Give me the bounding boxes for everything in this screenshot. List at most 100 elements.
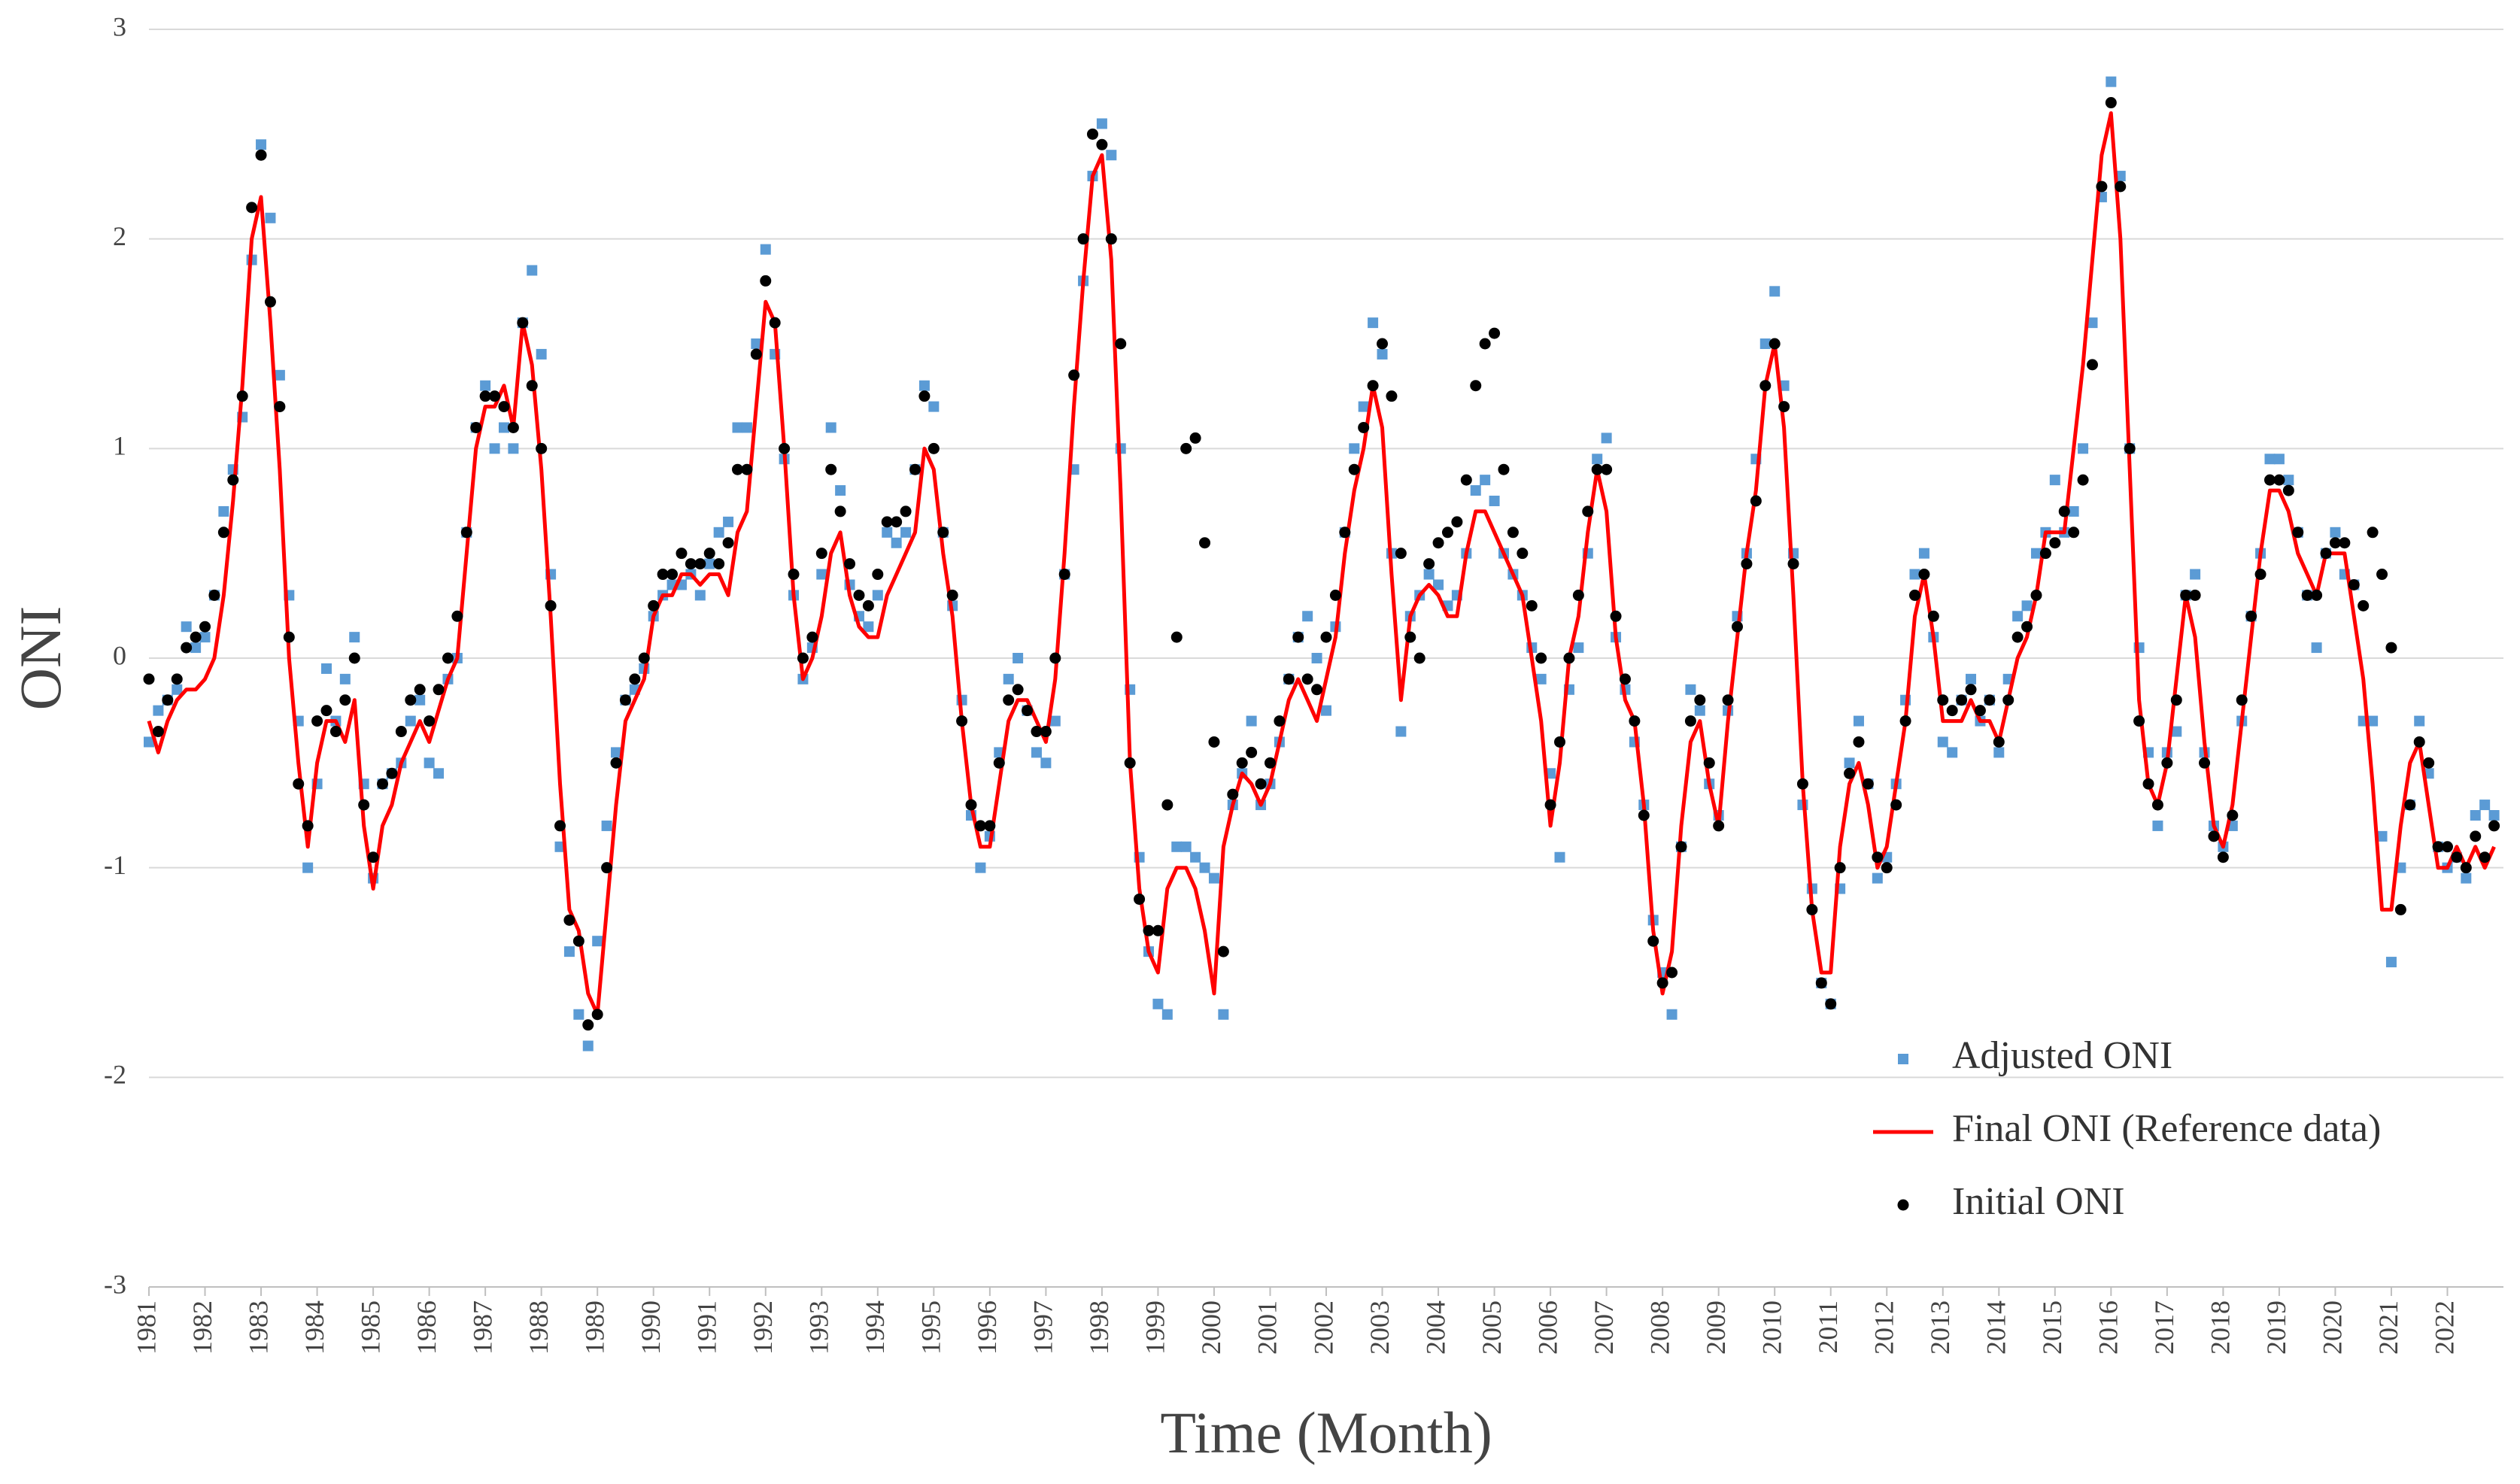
initial-point (1881, 862, 1893, 874)
initial-point (1395, 548, 1407, 560)
initial-point (329, 726, 342, 738)
initial-point (1143, 924, 1155, 936)
initial-point (274, 401, 286, 413)
adjusted-point (1592, 454, 1603, 465)
initial-point (2180, 589, 2192, 601)
initial-point (844, 558, 856, 570)
initial-point (1386, 390, 1398, 402)
initial-point (2208, 830, 2220, 842)
x-tick-label: 2002 (1308, 1300, 1338, 1355)
initial-point (1479, 338, 1491, 350)
initial-point (489, 390, 501, 402)
initial-point (2385, 642, 2397, 654)
x-tick-label: 2001 (1252, 1300, 1283, 1355)
initial-point (1161, 799, 1173, 811)
adjusted-point (1171, 841, 1183, 852)
initial-point (1086, 128, 1098, 140)
initial-point (1301, 673, 1313, 685)
adjusted-point (414, 694, 426, 706)
initial-point (2282, 484, 2294, 496)
initial-point (563, 914, 575, 926)
adjusted-point (1040, 757, 1052, 769)
adjusted-point (498, 422, 509, 433)
initial-point (2273, 474, 2285, 486)
adjusted-point (218, 505, 229, 517)
x-tick-label: 1981 (131, 1300, 161, 1355)
initial-point (1311, 684, 1323, 696)
initial-point (1152, 924, 1164, 936)
initial-point (2236, 694, 2248, 706)
x-tick-label: 1990 (636, 1300, 666, 1355)
initial-point (1320, 631, 1332, 643)
initial-point (862, 599, 874, 612)
initial-point (2358, 599, 2370, 612)
initial-point (320, 705, 332, 717)
adjusted-point (1152, 998, 1164, 1009)
initial-point (1339, 527, 1351, 539)
initial-point (928, 442, 940, 454)
initial-point (591, 1009, 603, 1021)
adjusted-point (1003, 673, 1014, 684)
adjusted-point (2087, 317, 2098, 329)
initial-point (1283, 673, 1295, 685)
adjusted-point (1853, 715, 1864, 727)
initial-point (1918, 569, 1930, 581)
initial-point (1329, 589, 1341, 601)
x-tick-label: 2022 (2430, 1300, 2460, 1355)
initial-point (1694, 694, 1706, 706)
y-tick-label: 3 (113, 11, 126, 41)
initial-point (1759, 380, 1772, 392)
initial-point (152, 726, 164, 738)
initial-point (1255, 778, 1267, 790)
adjusted-point (573, 1009, 584, 1020)
legend-label: Final ONI (Reference data) (1952, 1107, 2381, 1150)
initial-point (302, 820, 314, 832)
x-tick-label: 2010 (1756, 1300, 1787, 1355)
adjusted-point (1872, 872, 1883, 884)
initial-point (377, 778, 389, 790)
adjusted-point (2264, 454, 2276, 465)
initial-point (1441, 527, 1453, 539)
adjusted-point (1013, 653, 1024, 663)
initial-point (1619, 673, 1631, 685)
adjusted-point (2021, 600, 2033, 612)
initial-point (946, 589, 958, 601)
initial-point (1432, 537, 1444, 549)
initial-point (1582, 505, 1594, 517)
initial-point (236, 390, 248, 402)
adjusted-point (694, 590, 706, 601)
initial-point (1890, 799, 1902, 811)
initial-point (2189, 589, 2201, 601)
adjusted-point (1161, 1009, 1173, 1020)
adjusted-point (1368, 317, 1379, 329)
x-tick-label: 1983 (243, 1300, 273, 1355)
initial-point (1815, 977, 1827, 989)
initial-point (779, 442, 791, 454)
initial-point (1413, 652, 1425, 664)
x-tick-label: 2000 (1196, 1300, 1226, 1355)
adjusted-point (1433, 579, 1444, 590)
adjusted-point (1489, 496, 1500, 506)
legend-marker (1897, 1199, 1909, 1211)
initial-point (2058, 505, 2070, 517)
initial-point (1124, 757, 1136, 769)
adjusted-point (1535, 673, 1547, 684)
initial-point (526, 380, 538, 392)
initial-point (1796, 778, 1808, 790)
initial-point (2404, 799, 2416, 811)
initial-point (1208, 736, 1220, 748)
initial-point (2413, 736, 2425, 748)
adjusted-point (891, 537, 902, 548)
initial-point (1601, 463, 1613, 475)
initial-point (2002, 694, 2014, 706)
adjusted-point (1358, 401, 1369, 412)
initial-point (2348, 578, 2360, 590)
initial-point (199, 621, 211, 633)
adjusted-point (732, 422, 743, 433)
legend-label: Adjusted ONI (1952, 1034, 2172, 1077)
adjusted-point (1573, 642, 1584, 654)
initial-point (666, 569, 679, 581)
legend-label: Initial ONI (1952, 1180, 2125, 1223)
initial-point (227, 474, 239, 486)
x-tick-label: 2021 (2373, 1300, 2403, 1355)
